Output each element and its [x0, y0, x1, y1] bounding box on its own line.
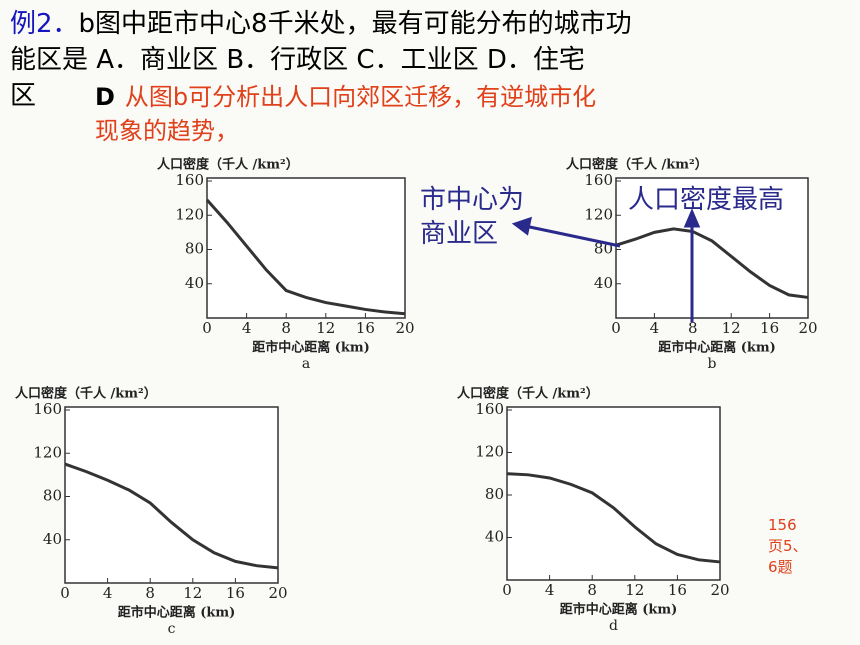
x-tick-label: 16 [760, 319, 779, 337]
annotation-line: 商业区 [420, 219, 499, 249]
y-axis-label: 人口密度（千人 /km²） [15, 386, 157, 402]
y-tick-label: 160 [175, 171, 204, 189]
y-tick-label: 40 [43, 530, 62, 548]
x-tick-label: 0 [202, 319, 212, 337]
y-axis-label: 人口密度（千人 /km²） [457, 386, 599, 402]
x-axis-label: 距市中心距离 (km) [118, 605, 236, 621]
x-tick-label: 20 [395, 319, 414, 337]
question-line: 例2．b图中距市中心8千米处，最有可能分布的城市功 [10, 6, 632, 42]
x-tick-label: 4 [545, 581, 555, 599]
x-tick-label: 0 [60, 584, 70, 602]
x-tick-label: 16 [668, 581, 687, 599]
data-line [205, 198, 406, 316]
x-tick-label: 16 [226, 584, 245, 602]
y-tick-label: 120 [584, 205, 613, 223]
x-tick-label: 0 [611, 319, 621, 337]
page-note: 156 页5、 6题 [768, 515, 808, 578]
y-tick-label: 80 [185, 240, 204, 258]
plot-frame [615, 177, 809, 319]
y-axis-label: 人口密度（千人 /km²） [566, 157, 708, 173]
y-tick-label: 160 [584, 171, 613, 189]
x-tick-label: 12 [316, 319, 335, 337]
y-tick-label: 160 [33, 400, 62, 418]
x-tick-label: 8 [688, 319, 698, 337]
data-line [615, 227, 809, 299]
chart-caption: b [708, 356, 717, 372]
x-tick-label: 4 [650, 319, 660, 337]
answer-line: 现象的趋势， [95, 117, 239, 145]
chart-caption: c [168, 621, 176, 637]
x-tick-label: 4 [242, 319, 252, 337]
annotation: 市中心为 商业区 [420, 183, 524, 251]
note-line: 156 [768, 516, 797, 534]
question-line: 区 [10, 81, 37, 111]
x-tick-label: 8 [281, 319, 291, 337]
x-tick-label: 20 [798, 319, 817, 337]
data-line [506, 472, 721, 564]
y-tick-label: 120 [475, 443, 504, 461]
annotation: 人口密度最高 [628, 183, 784, 217]
y-tick-label: 80 [43, 487, 62, 505]
x-tick-label: 16 [356, 319, 375, 337]
y-tick-label: 120 [175, 205, 204, 223]
arrow-head [683, 208, 701, 228]
note-line: 页5、 [768, 537, 808, 555]
x-tick-label: 8 [145, 584, 155, 602]
note-line: 6题 [768, 558, 793, 576]
y-tick-label: 80 [485, 485, 504, 503]
x-tick-label: 20 [268, 584, 287, 602]
arrow-head [511, 216, 533, 236]
question-text: b图中距市中心8千米处，最有可能分布的城市功 [78, 9, 632, 39]
chart: 40 80 120 160 0 4 8 12 16 20 人口密度（千人 /km²） 距市中心距离 (… [457, 386, 730, 635]
chart-caption: a [302, 356, 310, 372]
answer-letter: D [95, 83, 115, 111]
plot-frame [506, 406, 721, 581]
y-tick-label: 40 [594, 274, 613, 292]
chart: 40 80 120 160 0 4 8 12 16 20 人口密度（千人 /km²） 距市中心距离 (… [157, 157, 415, 373]
x-tick-label: 0 [502, 581, 512, 599]
y-tick-label: 120 [33, 443, 62, 461]
x-tick-label: 12 [722, 319, 741, 337]
question-line: 能区是 A．商业区 B．行政区 C．工业区 D．住宅 [10, 45, 585, 75]
chart-caption: d [609, 618, 618, 634]
arrows [511, 208, 701, 322]
y-tick-label: 40 [185, 274, 204, 292]
answer-text: 从图b可分析出人口向郊区迁移，有逆城市化 [124, 83, 597, 111]
x-tick-label: 12 [625, 581, 644, 599]
annotation-line: 市中心为 [420, 185, 525, 215]
data-line [64, 462, 279, 570]
x-axis-label: 距市中心距离 (km) [560, 602, 678, 618]
question: 例2．b图中距市中心8千米处，最有可能分布的城市功 能区是 A．商业区 B．行政… [10, 6, 632, 114]
x-tick-label: 8 [587, 581, 597, 599]
plot-frame [206, 177, 406, 319]
arrow [524, 224, 621, 248]
x-tick-label: 12 [183, 584, 202, 602]
question-label: 例2． [10, 9, 79, 39]
x-tick-label: 4 [103, 584, 113, 602]
annotation-line: 人口密度最高 [628, 185, 785, 215]
chart: 40 80 120 160 0 4 8 12 16 20 人口密度（千人 /km²） 距市中心距离 (… [15, 386, 288, 638]
x-tick-label: 20 [710, 581, 729, 599]
y-tick-label: 160 [475, 400, 504, 418]
plot-frame [64, 406, 279, 584]
y-axis-label: 人口密度（千人 /km²） [157, 157, 299, 173]
answer: D 从图b可分析出人口向郊区迁移，有逆城市化 现象的趋势， [95, 80, 596, 148]
x-axis-label: 距市中心距离 (km) [252, 340, 370, 356]
x-axis-label: 距市中心距离 (km) [658, 340, 776, 356]
y-tick-label: 40 [485, 528, 504, 546]
answer-line: D 从图b可分析出人口向郊区迁移，有逆城市化 [95, 80, 596, 114]
